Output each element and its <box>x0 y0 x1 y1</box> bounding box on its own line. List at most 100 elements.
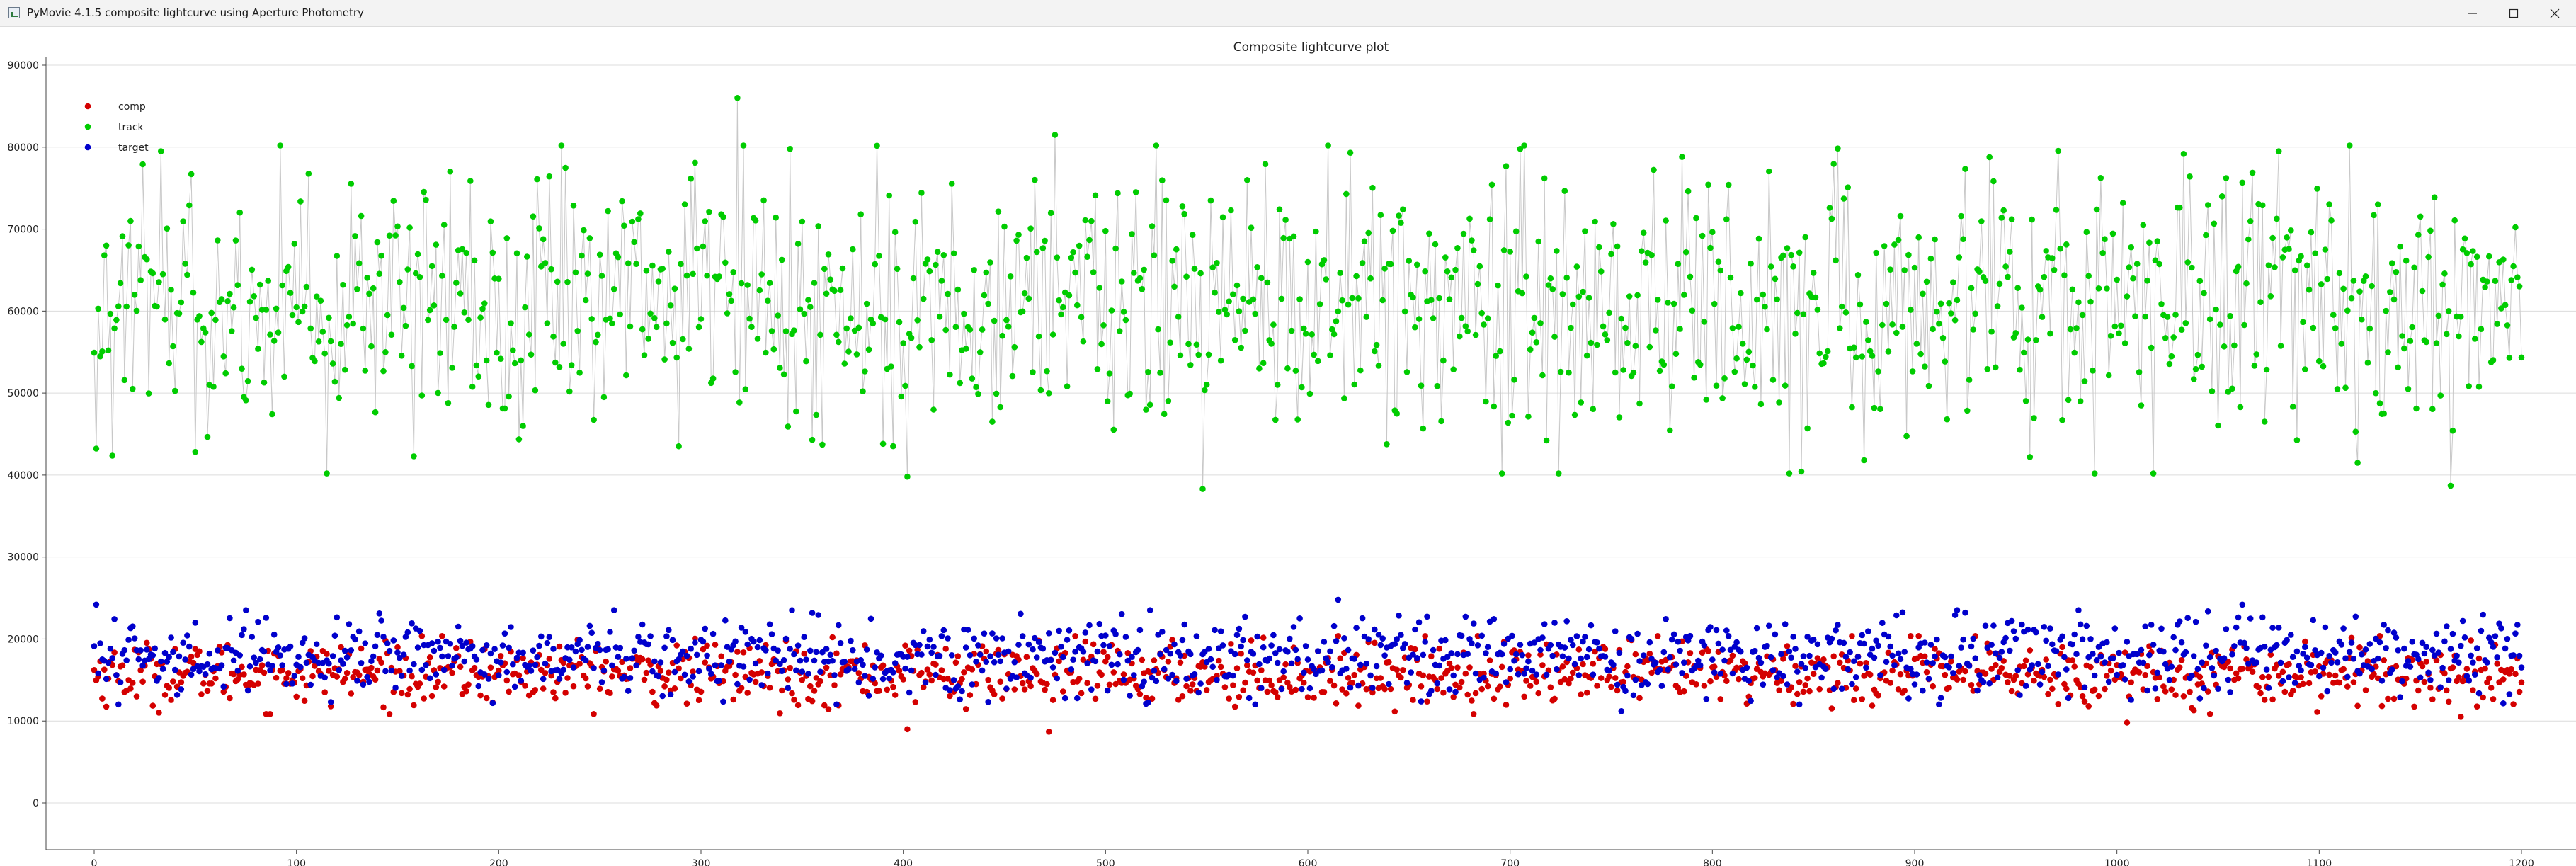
data-point-comp <box>906 647 913 654</box>
data-point-comp <box>212 675 219 682</box>
minimize-button[interactable] <box>2452 0 2493 27</box>
data-point-target <box>2241 639 2247 646</box>
data-point-comp <box>435 678 441 685</box>
data-point-comp <box>1274 694 1281 700</box>
data-point-target <box>791 651 797 658</box>
data-point-track <box>2409 324 2415 331</box>
data-point-target <box>1183 676 1190 682</box>
data-point-track <box>2190 376 2197 382</box>
data-point-target <box>2322 624 2329 631</box>
data-point-track <box>1750 362 1756 369</box>
data-point-target <box>2077 621 2084 628</box>
data-point-track <box>215 237 221 244</box>
data-point-target <box>1290 624 1297 630</box>
data-point-track <box>787 145 793 152</box>
data-point-track <box>305 171 312 177</box>
data-point-track <box>2194 351 2201 358</box>
data-point-comp <box>1440 689 1447 696</box>
data-point-comp <box>309 673 316 680</box>
data-point-track <box>1406 258 1413 264</box>
data-point-track <box>1021 290 1028 297</box>
data-point-track <box>926 268 933 275</box>
data-point-target <box>2409 639 2415 645</box>
data-point-track <box>1677 326 1683 332</box>
data-point-target <box>954 683 962 690</box>
data-point-track <box>782 328 790 335</box>
data-point-track <box>1500 247 1508 253</box>
data-point-target <box>411 661 417 668</box>
maximize-button[interactable] <box>2493 0 2534 27</box>
data-point-track <box>1630 370 1637 376</box>
x-tick-label: 300 <box>692 858 711 866</box>
data-point-target <box>2324 688 2331 695</box>
data-point-comp <box>732 671 739 678</box>
data-point-comp <box>111 649 118 656</box>
data-point-target <box>1341 635 1347 642</box>
data-point-comp <box>831 682 838 688</box>
data-point-target <box>499 642 506 649</box>
data-point-target <box>220 683 227 690</box>
data-point-track <box>1715 258 1722 266</box>
data-point-track <box>635 216 642 222</box>
data-point-track <box>513 250 520 257</box>
data-point-track <box>2397 243 2403 250</box>
data-point-target <box>1733 639 1740 646</box>
data-point-target <box>2352 613 2359 620</box>
data-point-track <box>676 443 682 450</box>
data-point-track <box>1292 368 1299 374</box>
data-point-track <box>572 269 579 276</box>
data-point-track <box>1956 254 1963 261</box>
data-point-comp <box>156 710 162 716</box>
data-point-comp <box>1424 698 1430 705</box>
data-point-comp <box>2362 687 2369 693</box>
data-point-target <box>971 635 977 642</box>
data-point-target <box>2378 678 2386 684</box>
data-point-track <box>2293 437 2301 443</box>
data-point-track <box>1682 249 1689 256</box>
data-point-track <box>1915 234 1922 241</box>
data-point-track <box>1555 470 1562 477</box>
data-point-track <box>255 346 261 352</box>
data-point-comp <box>2494 661 2500 667</box>
data-point-target <box>1569 642 1576 649</box>
data-point-target <box>364 673 370 680</box>
data-point-target <box>1972 655 1978 661</box>
data-point-comp <box>920 684 927 690</box>
data-point-track <box>2506 355 2513 361</box>
plot-area[interactable]: Composite lightcurve plot 0 10000 20000 3000… <box>0 27 2576 866</box>
data-point-comp <box>1800 688 1807 695</box>
data-point-track <box>1074 302 1081 309</box>
data-point-track <box>888 363 894 370</box>
data-point-track <box>690 270 696 278</box>
data-point-target <box>726 658 733 665</box>
data-point-target <box>740 663 747 670</box>
data-point-track <box>700 243 707 250</box>
data-point-comp <box>301 697 308 704</box>
data-point-comp <box>2482 665 2488 672</box>
data-point-target <box>1717 671 1724 677</box>
data-point-track <box>1711 300 1718 307</box>
close-button[interactable] <box>2534 0 2575 27</box>
data-point-track <box>256 281 263 288</box>
data-point-track <box>1351 381 1357 388</box>
data-point-track <box>159 270 166 278</box>
data-point-track <box>2312 250 2318 257</box>
data-point-comp <box>2516 688 2523 695</box>
data-point-comp <box>1723 678 1730 684</box>
data-point-target <box>2472 671 2478 678</box>
data-point-track <box>1537 320 1544 326</box>
data-point-track <box>1129 231 1135 237</box>
data-point-target <box>447 640 454 647</box>
data-point-target <box>145 656 152 663</box>
data-point-comp <box>2486 675 2492 682</box>
data-point-comp <box>1784 643 1791 649</box>
data-point-comp <box>564 675 571 681</box>
data-point-comp <box>2348 634 2355 642</box>
data-point-track <box>1764 326 1770 333</box>
data-point-comp <box>234 676 241 683</box>
data-point-comp <box>1614 687 1621 694</box>
data-point-target <box>1167 650 1173 657</box>
data-point-comp <box>1410 697 1416 703</box>
lightcurve-chart[interactable]: Composite lightcurve plot010000200003000… <box>0 27 2576 866</box>
data-point-track <box>244 378 251 384</box>
